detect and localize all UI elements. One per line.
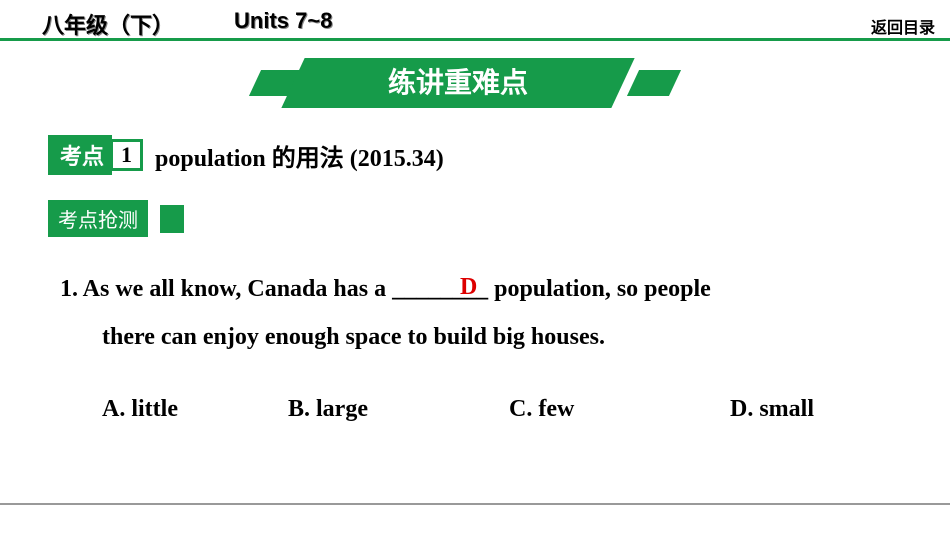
footer-divider — [0, 503, 950, 505]
question-line1: 1. As we all know, Canada has a ________… — [60, 265, 900, 313]
banner-decor-right — [627, 70, 681, 96]
return-link[interactable]: 返回目录 — [871, 14, 935, 38]
qiangce-accent — [160, 205, 184, 233]
question-block: 1. As we all know, Canada has a ________… — [60, 265, 900, 361]
header-divider — [0, 38, 950, 41]
grade-label: 八年级（下） — [42, 8, 174, 40]
kaodian-title: population 的用法 (2015.34) — [155, 138, 444, 173]
qiangce-label: 考点抢测 — [48, 200, 148, 237]
units-label: Units 7~8 — [234, 8, 332, 34]
qiangce-heading: 考点抢测 — [48, 200, 184, 237]
option-c[interactable]: C. few — [509, 396, 724, 423]
question-prefix: 1. As we all know, Canada has a — [60, 276, 392, 302]
banner-title: 练讲重难点 — [293, 58, 623, 108]
kaodian-label: 考点 — [48, 135, 112, 175]
answer-letter: D — [460, 263, 477, 311]
options-row: A. little B. large C. few D. small — [102, 396, 902, 423]
option-d[interactable]: D. small — [730, 396, 814, 423]
question-mid: population, so people — [488, 276, 711, 302]
header: 八年级（下） Units 7~8 返回目录 — [0, 0, 950, 40]
option-b[interactable]: B. large — [288, 396, 503, 423]
section-banner: 练讲重难点 — [255, 58, 675, 108]
option-a[interactable]: A. little — [102, 396, 282, 423]
question-line2: there can enjoy enough space to build bi… — [60, 313, 900, 361]
kaodian-number: 1 — [110, 139, 143, 171]
kaodian-heading: 考点1 population 的用法 (2015.34) — [48, 135, 898, 177]
